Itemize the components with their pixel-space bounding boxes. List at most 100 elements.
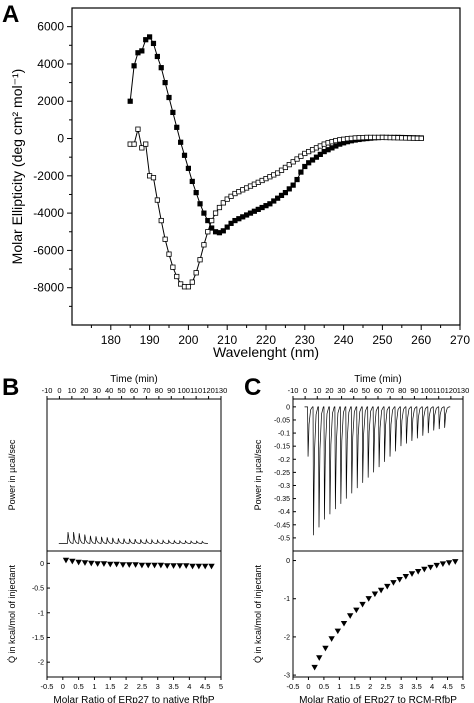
open-square-marker <box>135 126 141 132</box>
heat-tick-label: -1 <box>284 596 290 603</box>
down-triangle-marker <box>62 557 70 564</box>
ratio-tick-label: 0.5 <box>319 682 329 691</box>
ratio-tick-label: 2 <box>124 682 128 691</box>
down-triangle-marker <box>69 558 76 565</box>
open-square-marker <box>185 284 191 290</box>
filled-square-marker <box>143 37 149 43</box>
down-triangle-marker <box>195 563 203 570</box>
down-triangle-marker <box>170 563 177 569</box>
down-triangle-marker <box>126 562 133 568</box>
x-tick-label: 260 <box>411 333 431 347</box>
time-tick-label: 90 <box>167 386 175 395</box>
open-square-marker <box>212 210 219 216</box>
time-tick-label: 70 <box>386 386 394 395</box>
filled-square-marker <box>150 40 157 47</box>
y-tick-label: 0 <box>57 132 64 146</box>
ratio-tick-label: 2.5 <box>137 682 147 691</box>
open-square-marker <box>197 257 203 263</box>
time-tick-label: 60 <box>374 386 382 395</box>
y-axis-label: Molar Ellipticity (deg cm² mol⁻¹) <box>9 69 25 265</box>
power-tick-label: -0.2 <box>278 457 290 464</box>
filled-square-marker <box>197 201 203 207</box>
down-triangle-marker <box>81 560 89 566</box>
power-tick-label: -0.4 <box>278 509 290 516</box>
time-tick-label: 50 <box>117 386 125 395</box>
down-triangle-marker <box>100 561 108 567</box>
time-tick-label: 60 <box>130 386 138 395</box>
down-triangle-marker <box>88 560 95 567</box>
y-tick-label: -4000 <box>33 206 64 220</box>
ratio-tick-label: 0 <box>306 682 310 691</box>
open-square-marker <box>162 236 168 242</box>
down-triangle-marker <box>119 562 127 568</box>
down-triangle-marker <box>176 563 184 569</box>
down-triangle-marker <box>316 655 323 661</box>
heat-tick-label: -3 <box>284 673 290 680</box>
power-plot-frame <box>46 398 222 552</box>
open-square-marker <box>201 242 207 248</box>
down-triangle-marker <box>311 664 318 671</box>
heat-plot-frame <box>292 550 464 678</box>
down-triangle-marker <box>390 580 397 586</box>
down-triangle-marker <box>433 562 440 569</box>
time-tick-label: 110 <box>190 386 202 395</box>
open-square-marker <box>216 204 223 211</box>
ratio-tick-label: -0.5 <box>41 682 54 691</box>
open-square-marker <box>224 196 230 202</box>
down-triangle-marker <box>328 636 335 642</box>
filled-square-marker <box>139 48 145 54</box>
down-triangle-marker <box>145 562 152 569</box>
filled-square-marker <box>306 160 312 166</box>
filled-square-marker <box>185 165 191 171</box>
y-tick-label: -8000 <box>33 281 64 295</box>
time-tick-label: 40 <box>105 386 113 395</box>
ratio-tick-label: 0 <box>61 682 65 691</box>
thermogram-trace <box>58 531 208 544</box>
filled-square-marker <box>224 224 230 230</box>
ratio-tick-label: 4 <box>187 682 191 691</box>
down-triangle-marker <box>107 561 114 568</box>
time-tick-label: 120 <box>445 386 458 395</box>
open-square-marker <box>278 167 285 173</box>
open-square-marker <box>418 135 424 141</box>
y-tick-label: -6000 <box>33 243 64 257</box>
filled-square-marker <box>298 169 304 175</box>
thermogram-trace <box>304 406 451 536</box>
time-axis-label: Time (min) <box>354 374 401 385</box>
power-tick-label: 0 <box>286 404 290 411</box>
ratio-tick-label: 3.5 <box>168 682 178 691</box>
down-triangle-marker <box>183 563 190 569</box>
open-square-marker <box>170 264 176 270</box>
filled-square-marker <box>302 163 308 170</box>
down-triangle-marker <box>132 562 139 568</box>
down-triangle-marker <box>439 561 447 567</box>
time-tick-label: 10 <box>68 386 76 395</box>
x-tick-label: 220 <box>256 333 276 347</box>
y-tick-label: 4000 <box>37 57 64 71</box>
ratio-axis-label: Molar Ratio of ERp27 to native RfbP <box>53 695 215 703</box>
time-tick-label: 120 <box>202 386 215 395</box>
time-tick-label: 110 <box>433 386 445 395</box>
filled-square-marker <box>189 178 195 185</box>
filled-square-marker <box>290 182 296 188</box>
x-tick-label: 200 <box>178 333 198 347</box>
down-triangle-marker <box>334 628 342 635</box>
heat-tick-label: -2 <box>38 660 44 667</box>
time-tick-label: 90 <box>410 386 418 395</box>
time-tick-label: 80 <box>155 386 163 395</box>
ratio-tick-label: 4.5 <box>442 682 452 691</box>
x-tick-label: 180 <box>101 333 121 347</box>
power-tick-label: -0.45 <box>274 522 290 529</box>
filled-square-marker <box>278 192 285 199</box>
panel-letter-a: A <box>2 1 19 28</box>
ratio-tick-label: 1.5 <box>350 682 360 691</box>
time-tick-label: -10 <box>42 386 53 395</box>
down-triangle-marker <box>340 620 348 627</box>
open-square-marker <box>220 200 226 206</box>
time-tick-label: 30 <box>337 386 345 395</box>
power-axis-label: Power in µcal/sec <box>7 439 17 510</box>
panel-letter-c: C <box>244 374 261 401</box>
time-tick-label: 100 <box>420 386 433 395</box>
